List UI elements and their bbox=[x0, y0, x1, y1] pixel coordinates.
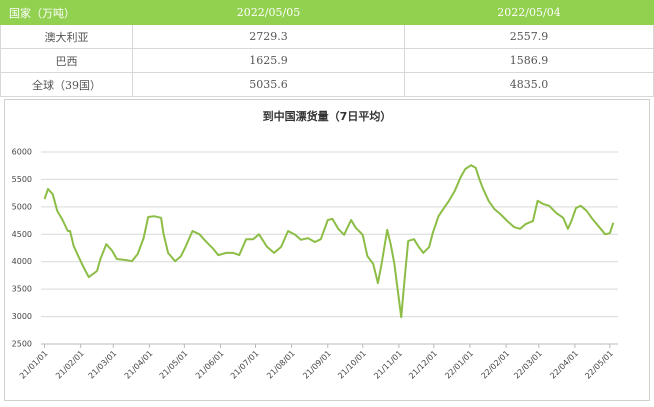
y-tick-label: 4000 bbox=[12, 257, 32, 266]
x-tick-label: 21/02/01 bbox=[54, 349, 86, 381]
x-tick-label: 21/09/01 bbox=[301, 349, 333, 381]
cell: 2557.9 bbox=[404, 24, 654, 49]
chart-title: 到中国漂货量（7日平均） bbox=[263, 109, 392, 123]
y-tick-label: 2500 bbox=[12, 340, 32, 349]
x-tick-label: 21/05/01 bbox=[158, 349, 190, 381]
chart: 到中国漂货量（7日平均） 2500 3000 3500 4000 4500 5000 550… bbox=[12, 109, 618, 381]
cell: 巴西 bbox=[0, 48, 133, 73]
cell: 5035.6 bbox=[132, 72, 405, 97]
x-tick-label: 21/11/01 bbox=[372, 349, 404, 381]
header-row: 国家（万吨） 2022/05/05 2022/05/04 bbox=[0, 0, 654, 25]
x-tick-label: 21/08/01 bbox=[265, 349, 297, 381]
cell: 1625.9 bbox=[132, 48, 405, 73]
cell: 澳大利亚 bbox=[0, 24, 133, 49]
x-tick-label: 21/01/01 bbox=[18, 349, 50, 381]
x-tick-label: 21/07/01 bbox=[229, 349, 261, 381]
x-tick-label: 21/03/01 bbox=[87, 349, 119, 381]
header-cell: 2022/05/04 bbox=[404, 0, 654, 25]
header-cell: 2022/05/05 bbox=[132, 0, 405, 25]
x-tick-label: 21/12/01 bbox=[407, 349, 439, 381]
cell: 1586.9 bbox=[404, 48, 654, 73]
data-table: 国家（万吨） 2022/05/05 2022/05/04 澳大利亚 2729.3… bbox=[0, 0, 654, 97]
y-tick-label: 3500 bbox=[12, 285, 32, 294]
x-tick-label: 22/01/01 bbox=[443, 349, 475, 381]
data-line bbox=[43, 164, 615, 319]
x-tick-label: 22/05/01 bbox=[583, 349, 615, 381]
header-cell: 国家（万吨） bbox=[0, 0, 133, 25]
table-row: 巴西 1625.9 1586.9 bbox=[0, 48, 654, 73]
x-tick-label: 21/04/01 bbox=[123, 349, 155, 381]
x-tick-label: 21/10/01 bbox=[336, 349, 368, 381]
y-tick-label: 4500 bbox=[12, 230, 32, 239]
x-tick-label: 22/03/01 bbox=[512, 349, 544, 381]
y-tick-label: 6000 bbox=[12, 148, 32, 157]
y-tick-label: 3000 bbox=[12, 312, 32, 321]
table-row: 全球（39国） 5035.6 4835.0 bbox=[0, 72, 654, 97]
cell: 全球（39国） bbox=[0, 72, 133, 97]
cell: 2729.3 bbox=[132, 24, 405, 49]
y-tick-label: 5500 bbox=[12, 175, 32, 184]
table-row: 澳大利亚 2729.3 2557.9 bbox=[0, 24, 654, 49]
x-tick-label: 22/04/01 bbox=[548, 349, 580, 381]
chart-panel: 到中国漂货量（7日平均） 2500 3000 3500 4000 4500 5000 550… bbox=[4, 99, 650, 401]
cell: 4835.0 bbox=[404, 72, 654, 97]
x-tick-label: 21/06/01 bbox=[194, 349, 226, 381]
x-tick-label: 22/02/01 bbox=[480, 349, 512, 381]
y-tick-label: 5000 bbox=[12, 202, 32, 211]
